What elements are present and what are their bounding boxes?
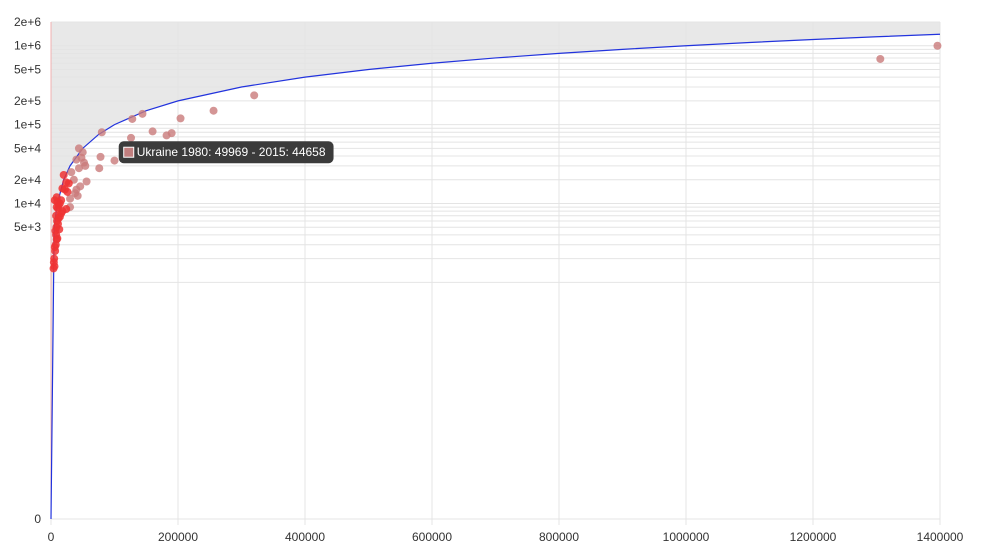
x-tick-label: 800000 (539, 530, 579, 544)
data-point[interactable] (58, 184, 67, 193)
data-point[interactable] (50, 243, 59, 252)
data-point[interactable] (95, 164, 104, 173)
data-point[interactable] (49, 264, 58, 273)
data-point[interactable] (66, 194, 75, 203)
y-tick-label: 0 (34, 512, 41, 526)
data-point[interactable] (53, 234, 62, 243)
data-point[interactable] (82, 177, 91, 186)
data-point[interactable] (128, 114, 137, 123)
y-tick-label: 2e+4 (14, 173, 41, 187)
y-tick-label: 2e+5 (14, 94, 41, 108)
y-tick-label: 1e+6 (14, 39, 41, 53)
data-point[interactable] (127, 133, 136, 142)
x-tick-label: 1400000 (917, 530, 964, 544)
data-point[interactable] (55, 212, 64, 221)
data-point[interactable] (74, 164, 83, 173)
y-tick-label: 1e+5 (14, 118, 41, 132)
data-point[interactable] (176, 114, 185, 123)
data-point[interactable] (97, 128, 106, 137)
y-tick-label: 2e+6 (14, 15, 41, 29)
x-tick-label: 400000 (285, 530, 325, 544)
data-point[interactable] (96, 152, 105, 161)
data-point[interactable] (933, 41, 942, 50)
data-points (49, 41, 942, 273)
tooltip-text: Ukraine 1980: 49969 - 2015: 44658 (137, 145, 326, 159)
data-point[interactable] (62, 178, 71, 187)
data-point[interactable] (73, 191, 82, 200)
data-point[interactable] (59, 170, 68, 179)
y-tick-label: 5e+4 (14, 141, 41, 155)
data-point[interactable] (110, 156, 119, 165)
data-point[interactable] (148, 127, 157, 136)
shaded-region-above-curve (51, 22, 940, 519)
data-point[interactable] (55, 225, 64, 234)
data-point[interactable] (876, 54, 885, 63)
data-point[interactable] (67, 168, 76, 177)
data-point[interactable] (167, 129, 176, 138)
tooltip-swatch (123, 146, 135, 158)
x-tick-label: 600000 (412, 530, 452, 544)
data-point[interactable] (138, 109, 147, 118)
data-point[interactable] (52, 193, 61, 202)
data-point[interactable] (81, 161, 90, 170)
y-tick-label: 1e+4 (14, 196, 41, 210)
y-tick-labels: 0 5e+3 1e+4 2e+4 5e+4 1e+5 2e+5 5e+5 1e+6 2e+6 (14, 15, 41, 526)
y-tick-label: 5e+5 (14, 62, 41, 76)
x-tick-labels: 0 200000 400000 600000 800000 1000000 1200000 1… (48, 530, 964, 544)
y-tick-label: 5e+3 (14, 220, 41, 234)
x-tick-label: 1200000 (790, 530, 837, 544)
x-tick-label: 1000000 (663, 530, 710, 544)
x-tick-label: 200000 (158, 530, 198, 544)
x-tick-label: 0 (48, 530, 55, 544)
data-point[interactable] (209, 106, 218, 115)
tooltip: Ukraine 1980: 49969 - 2015: 44658 (118, 141, 334, 164)
data-point[interactable] (250, 91, 259, 100)
data-point[interactable] (74, 144, 83, 153)
tooltip-background (118, 141, 334, 164)
data-point[interactable] (53, 204, 62, 213)
